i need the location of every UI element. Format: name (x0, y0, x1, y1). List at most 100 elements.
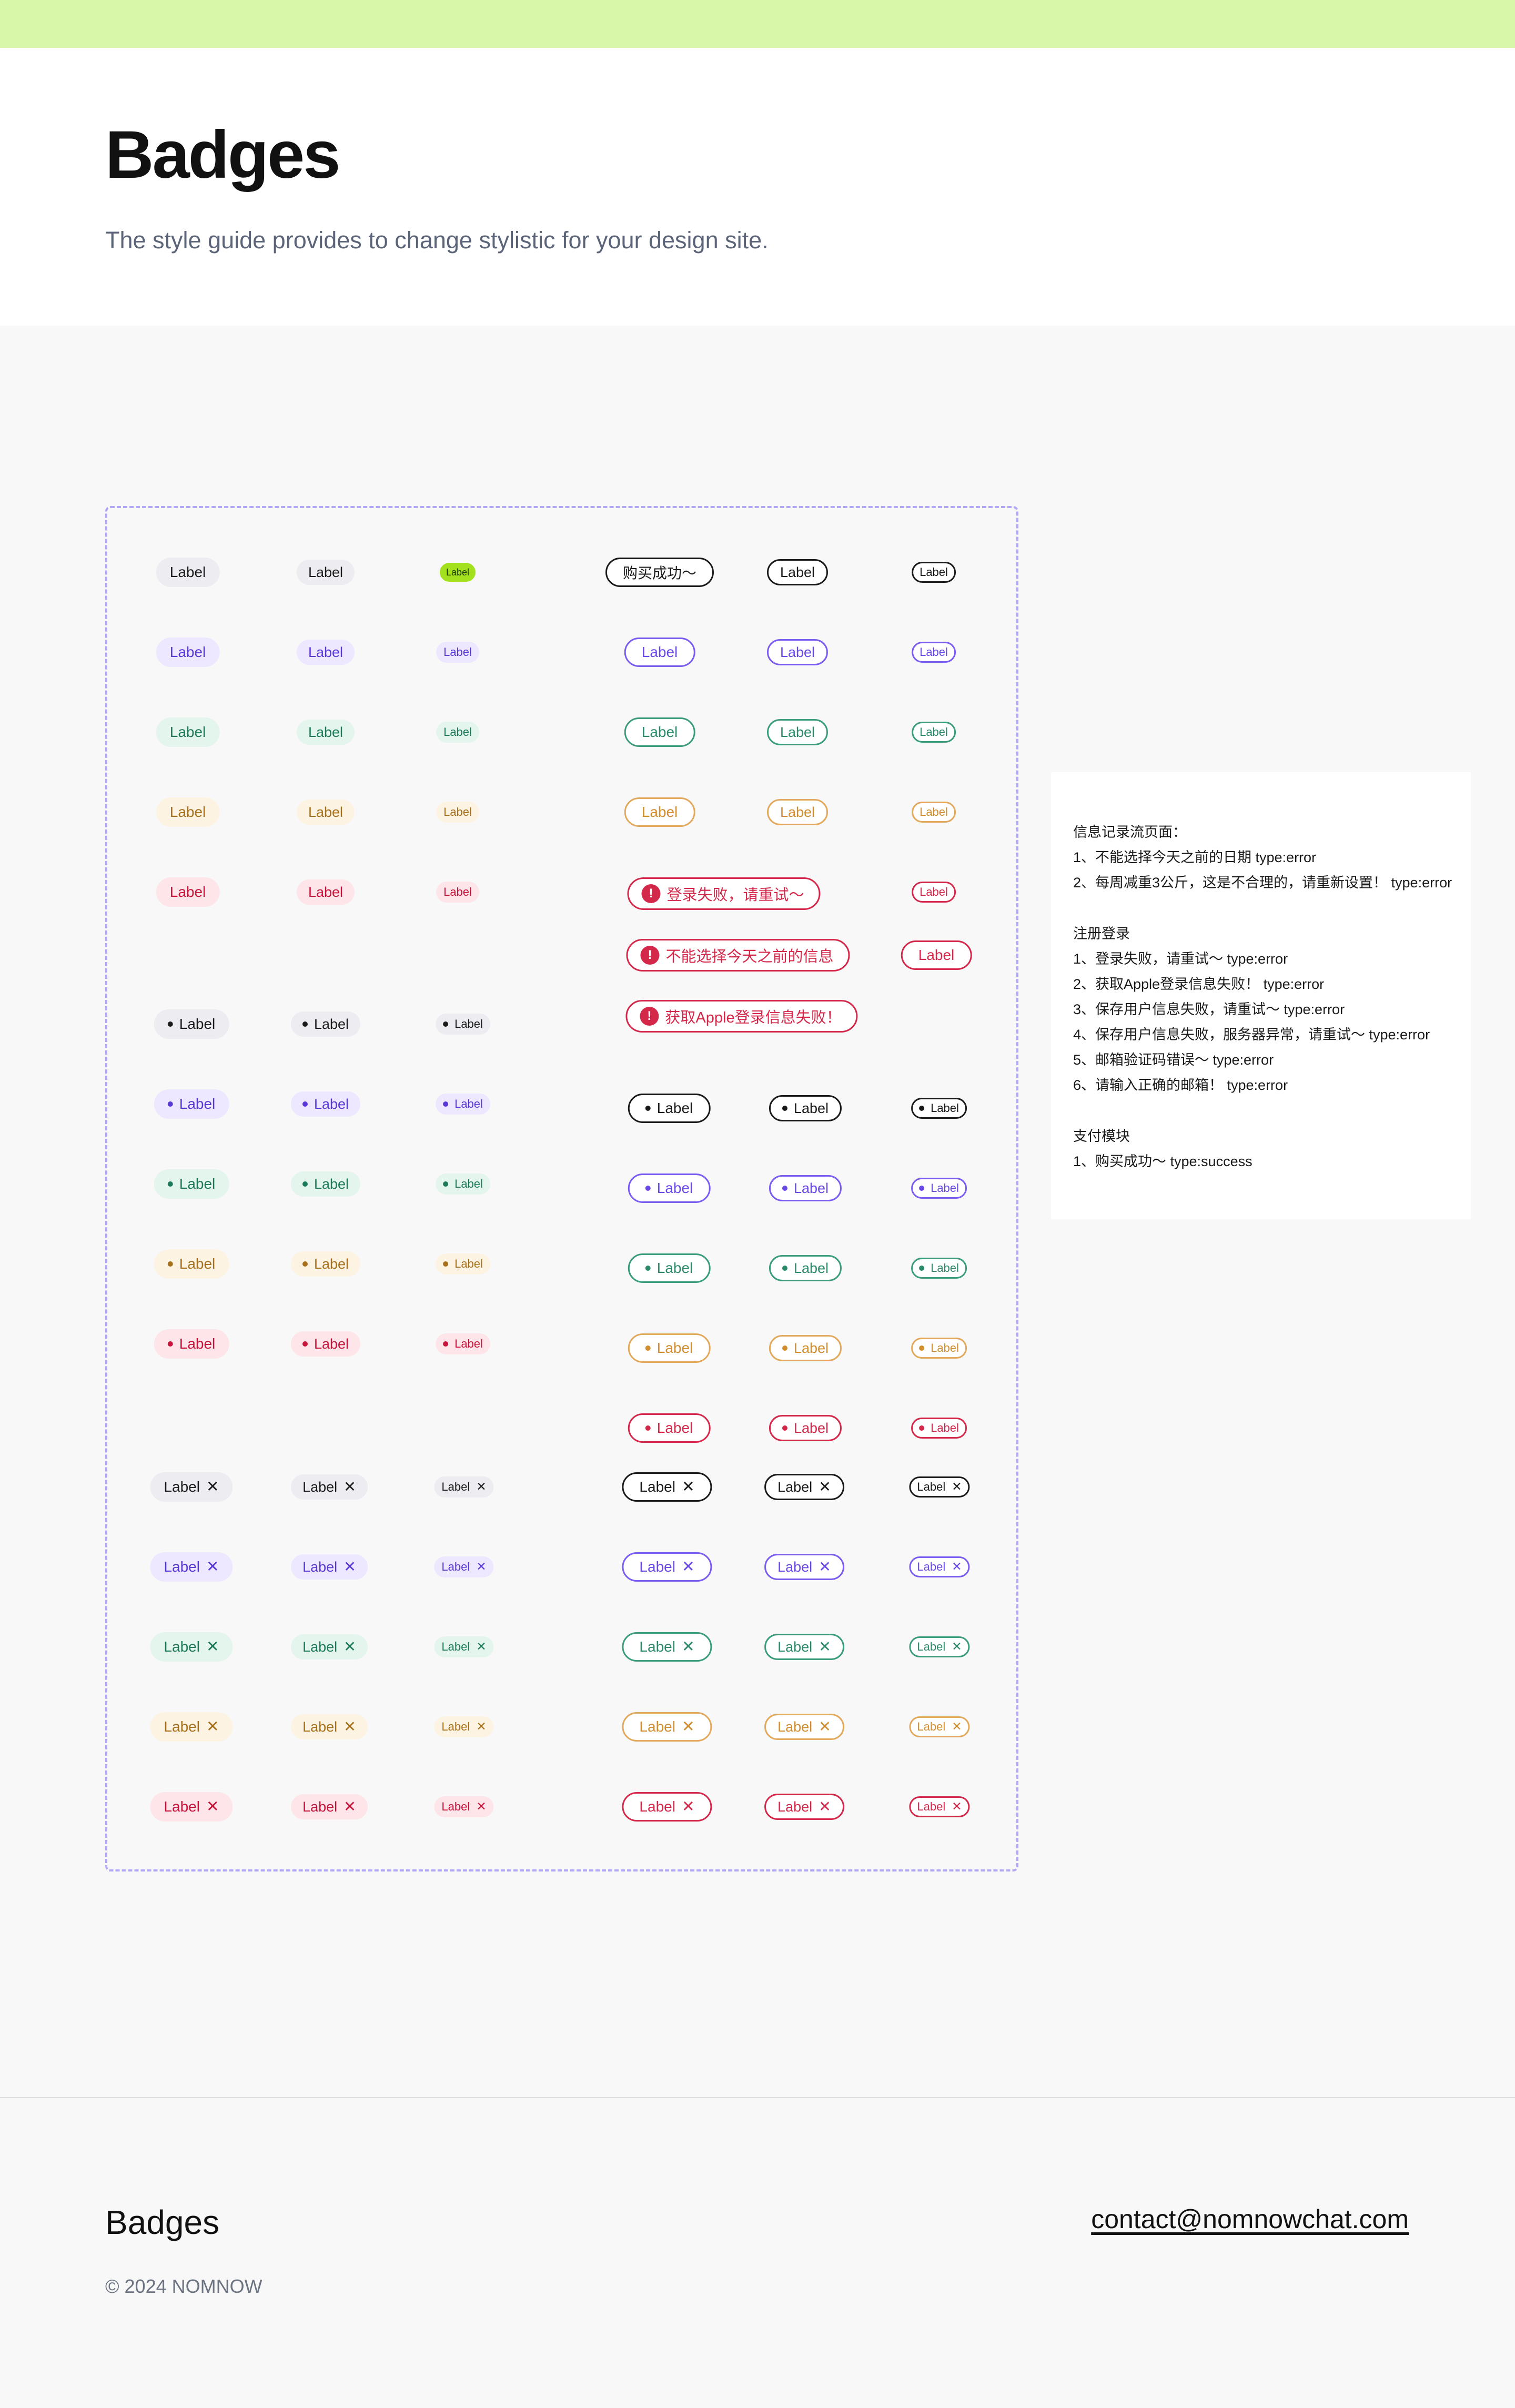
badge-outline-orange-md: Label (766, 799, 829, 825)
dot-icon (919, 1345, 925, 1351)
badge-dot-outline-orange-lg: Label (628, 1333, 711, 1363)
badge-gray-lg: Label (156, 558, 220, 587)
close-icon[interactable]: ✕ (344, 1718, 356, 1735)
dot-icon (919, 1106, 925, 1111)
usage-notes-panel: 信息记录流页面： 1、不能选择今天之前的日期 type:error 2、每周减重… (1051, 772, 1471, 1219)
badge-error-apple-login: ! 获取Apple登录信息失败！ (625, 1000, 858, 1033)
close-icon[interactable]: ✕ (952, 1799, 962, 1814)
dot-icon (919, 1425, 925, 1431)
badge-outline-orange-sm: Label (912, 802, 956, 823)
badge-dot-gray-md: Label (290, 1011, 361, 1037)
close-icon[interactable]: ✕ (476, 1799, 487, 1814)
dot-icon (443, 1021, 449, 1027)
close-icon[interactable]: ✕ (344, 1798, 356, 1815)
close-icon[interactable]: ✕ (819, 1558, 831, 1575)
close-icon[interactable]: ✕ (952, 1719, 962, 1734)
badge-dot-outline-black-md: Label (769, 1095, 842, 1121)
badge-close-outline-red-sm: Label ✕ (909, 1796, 970, 1817)
close-icon[interactable]: ✕ (952, 1480, 962, 1494)
close-icon[interactable]: ✕ (344, 1558, 356, 1575)
badge-outline-green-lg: Label (624, 717, 695, 747)
close-icon[interactable]: ✕ (476, 1719, 487, 1734)
close-icon[interactable]: ✕ (819, 1798, 831, 1815)
badge-close-red-lg: Label ✕ (150, 1792, 233, 1822)
badge-outline-purple-sm: Label (912, 642, 956, 663)
dot-icon (443, 1261, 449, 1267)
close-icon[interactable]: ✕ (206, 1478, 219, 1496)
badge-close-outline-orange-sm: Label ✕ (909, 1716, 970, 1737)
page-subtitle: The style guide provides to change styli… (105, 227, 769, 254)
close-icon[interactable]: ✕ (681, 1478, 695, 1496)
close-icon[interactable]: ✕ (206, 1798, 219, 1816)
badge-dot-orange-sm: Label (436, 1253, 490, 1274)
dot-icon (782, 1186, 787, 1191)
close-icon[interactable]: ✕ (952, 1560, 962, 1574)
badge-close-orange-md: Label ✕ (291, 1714, 368, 1739)
badge-dot-red-lg: Label (154, 1329, 229, 1359)
close-icon[interactable]: ✕ (819, 1718, 831, 1735)
close-icon[interactable]: ✕ (952, 1640, 962, 1654)
note-line: 2、每周减重3公斤，这是不合理的，请重新设置！ type:error (1073, 875, 1452, 891)
dot-icon (645, 1425, 651, 1431)
page-title: Badges (105, 117, 340, 193)
dot-icon (919, 1186, 925, 1191)
badge-outline-green-md: Label (766, 719, 829, 745)
dot-icon (302, 1261, 308, 1267)
badge-close-outline-green-sm: Label ✕ (909, 1636, 970, 1657)
badge-close-outline-black-lg: Label ✕ (622, 1472, 712, 1502)
close-icon[interactable]: ✕ (344, 1478, 356, 1495)
badge-close-purple-lg: Label ✕ (150, 1552, 233, 1582)
badge-dot-outline-red-sm: Label (911, 1418, 967, 1439)
badge-dot-outline-red-lg: Label (628, 1413, 711, 1443)
close-icon[interactable]: ✕ (681, 1718, 695, 1736)
note-line: 支付模块 (1073, 1128, 1130, 1144)
badge-close-green-sm: Label ✕ (434, 1636, 494, 1657)
dot-icon (645, 1266, 651, 1271)
badge-close-orange-lg: Label ✕ (150, 1712, 233, 1742)
badge-close-orange-sm: Label ✕ (434, 1716, 494, 1737)
note-line: 1、不能选择今天之前的日期 type:error (1073, 849, 1317, 865)
badge-close-outline-black-md: Label ✕ (764, 1474, 844, 1500)
dot-icon (645, 1345, 651, 1351)
dot-icon (443, 1181, 449, 1187)
contact-email-link[interactable]: contact@nomnowchat.com (1091, 2204, 1409, 2234)
dot-icon (919, 1266, 925, 1271)
badge-outline-green-sm: Label (912, 722, 956, 743)
close-icon[interactable]: ✕ (819, 1638, 831, 1655)
dot-icon (167, 1021, 173, 1027)
dot-icon (782, 1266, 787, 1271)
badge-dot-orange-lg: Label (154, 1249, 229, 1279)
badge-close-purple-sm: Label ✕ (434, 1556, 494, 1577)
dot-icon (167, 1261, 173, 1267)
close-icon[interactable]: ✕ (681, 1798, 695, 1816)
badge-outline-purple-lg: Label (624, 638, 695, 667)
close-icon[interactable]: ✕ (476, 1480, 487, 1494)
close-icon[interactable]: ✕ (681, 1638, 695, 1656)
badge-close-gray-sm: Label ✕ (434, 1476, 494, 1498)
close-icon[interactable]: ✕ (681, 1558, 695, 1576)
close-icon[interactable]: ✕ (819, 1478, 831, 1495)
dot-icon (302, 1101, 308, 1107)
close-icon[interactable]: ✕ (476, 1560, 487, 1574)
badge-error-date-invalid: ! 不能选择今天之前的信息 (626, 939, 850, 972)
close-icon[interactable]: ✕ (206, 1638, 219, 1656)
badge-gray-md: Label (296, 560, 355, 585)
badge-dot-gray-lg: Label (154, 1009, 229, 1039)
close-icon[interactable]: ✕ (344, 1638, 356, 1655)
badge-close-gray-md: Label ✕ (291, 1474, 368, 1500)
close-icon[interactable]: ✕ (476, 1640, 487, 1654)
dot-icon (302, 1181, 308, 1187)
badge-purple-md: Label (296, 640, 355, 665)
badge-dot-outline-black-sm: Label (911, 1098, 967, 1119)
close-icon[interactable]: ✕ (206, 1558, 219, 1576)
close-icon[interactable]: ✕ (206, 1718, 219, 1736)
badge-dot-outline-green-lg: Label (628, 1253, 711, 1283)
dot-icon (167, 1101, 173, 1107)
dot-icon (302, 1021, 308, 1027)
alert-icon: ! (641, 884, 661, 903)
note-line: 信息记录流页面： (1073, 824, 1187, 840)
badge-red-sm: Label (436, 882, 479, 903)
badge-green-md: Label (296, 720, 355, 745)
accent-top-bar (0, 0, 1515, 48)
badge-dot-purple-lg: Label (154, 1089, 229, 1119)
